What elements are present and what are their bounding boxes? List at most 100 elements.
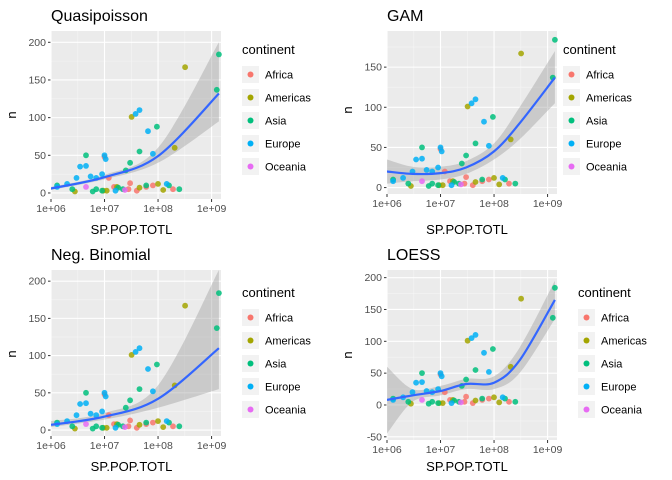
y-axis-label: n — [4, 350, 19, 357]
data-point-asia — [419, 370, 425, 376]
data-point-europe — [83, 163, 89, 169]
y-tick-label: 150 — [364, 304, 382, 316]
legend: continent Africa Americas Asia Europe Oceani… — [242, 42, 311, 175]
x-tick-label: 1e+08 — [143, 203, 173, 215]
data-point-americas — [491, 175, 497, 181]
legend-title: continent — [242, 42, 295, 57]
legend-label: Africa — [265, 70, 294, 82]
data-point-europe — [77, 163, 83, 170]
data-point-asia — [213, 86, 220, 93]
y-tick-label: 50 — [34, 387, 46, 399]
data-point-europe — [73, 175, 80, 181]
data-point-oceania — [83, 421, 89, 427]
data-point-americas — [136, 184, 143, 191]
data-point-oceania — [83, 184, 89, 190]
data-point-oceania — [458, 399, 464, 406]
panel-quasipoisson: Quasipoisson 0 50 100 150 200 1e+06 1e+07 1e+08… — [4, 8, 311, 237]
data-point-europe — [413, 156, 419, 163]
data-point-europe — [83, 400, 89, 407]
y-tick-label: 100 — [28, 350, 46, 362]
data-point-asia — [69, 423, 76, 430]
x-tick-label: 1e+09 — [533, 198, 563, 210]
x-axis-label: SP.POP.TOTL — [426, 459, 508, 474]
data-point-europe — [87, 410, 94, 417]
data-point-europe — [486, 369, 492, 375]
y-tick-label: 0 — [40, 187, 46, 199]
y-tick-label: 50 — [370, 368, 382, 380]
legend-label: Americas — [601, 336, 647, 348]
data-point-europe — [73, 412, 80, 419]
data-point-europe — [99, 408, 105, 415]
y-tick-label: 200 — [28, 37, 46, 49]
data-point-africa — [506, 398, 512, 405]
legend-title: continent — [563, 42, 616, 57]
data-point-americas — [160, 424, 167, 430]
data-point-americas — [507, 136, 514, 143]
legend-label: Oceania — [601, 405, 643, 417]
data-point-asia — [463, 152, 469, 159]
data-point-americas — [155, 181, 161, 187]
data-point-europe — [136, 107, 143, 113]
data-point-americas — [155, 418, 161, 424]
y-tick-label: 150 — [28, 74, 46, 86]
legend-swatch-oceania — [247, 406, 254, 413]
data-point-asia — [463, 376, 469, 383]
data-point-europe — [438, 148, 445, 155]
data-point-europe — [87, 173, 94, 180]
panel-title: GAM — [387, 8, 423, 25]
y-tick-label: 0 — [376, 399, 382, 411]
fit-line — [51, 347, 220, 426]
data-point-europe — [150, 388, 156, 395]
data-point-americas — [103, 424, 110, 431]
legend-label: Asia — [265, 116, 287, 128]
data-point-americas — [160, 187, 167, 193]
y-tick-label: 150 — [364, 62, 382, 74]
x-axis-label: SP.POP.TOTL — [91, 459, 173, 474]
data-point-asia — [490, 346, 496, 352]
x-tick-label: 1e+07 — [90, 203, 120, 215]
data-point-africa — [486, 395, 492, 402]
data-point-asia — [419, 144, 425, 151]
legend-title: continent — [242, 285, 295, 300]
legend-swatch-asia — [247, 117, 254, 124]
data-point-europe — [102, 393, 109, 400]
data-point-europe — [419, 155, 425, 162]
panel-title: Neg. Binomial — [51, 247, 151, 264]
data-point-africa — [127, 417, 133, 424]
data-point-asia — [458, 160, 465, 167]
data-point-europe — [409, 389, 416, 396]
data-point-africa — [170, 186, 176, 193]
x-tick-label: 1e+09 — [197, 440, 227, 452]
panel-neg-binomial: Neg. Binomial 0 50 100 150 200 1e+06 1e+07 1e+0… — [4, 247, 311, 474]
data-point-americas — [518, 295, 524, 302]
plot-area: 0 50 100 150 200 1e+06 1e+07 1e+08 1e+09 — [28, 31, 226, 215]
x-tick-label: 1e+08 — [143, 440, 173, 452]
data-point-asia — [176, 423, 183, 430]
data-point-africa — [127, 180, 133, 187]
data-point-europe — [77, 401, 83, 407]
data-point-europe — [102, 156, 109, 163]
data-point-asia — [127, 159, 133, 166]
legend-label: Africa — [586, 70, 615, 82]
confidence-band — [387, 280, 555, 434]
x-tick-label: 1e+08 — [479, 198, 509, 210]
legend-label: Europe — [586, 139, 621, 151]
data-point-europe — [448, 182, 455, 189]
legend-swatch-oceania — [247, 163, 254, 170]
legend-swatch-oceania — [568, 163, 575, 170]
legend-label: Asia — [265, 359, 287, 371]
y-tick-label: 200 — [28, 276, 46, 288]
fit-line — [387, 299, 556, 401]
data-point-africa — [170, 423, 176, 430]
data-point-europe — [481, 118, 487, 125]
x-tick-label: 1e+08 — [479, 444, 509, 456]
y-tick-label: 150 — [28, 313, 46, 325]
data-point-europe — [472, 332, 479, 338]
panel-title: LOESS — [387, 247, 440, 264]
legend-label: Oceania — [265, 405, 307, 417]
legend-swatch-americas — [247, 94, 254, 101]
data-point-asia — [435, 400, 441, 406]
data-point-asia — [216, 51, 222, 58]
data-point-europe — [93, 412, 100, 419]
